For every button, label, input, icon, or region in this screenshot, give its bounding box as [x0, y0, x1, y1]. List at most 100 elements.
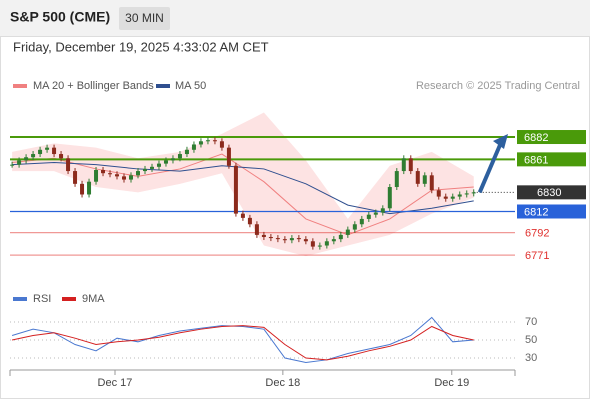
legend-swatch	[156, 84, 170, 88]
candle	[163, 160, 168, 164]
level-label: 6792	[525, 228, 549, 240]
candle	[233, 165, 238, 214]
candle	[66, 158, 71, 172]
candle	[457, 194, 462, 197]
candle	[345, 229, 350, 235]
candle	[191, 144, 196, 150]
candle	[135, 171, 140, 176]
candle	[422, 175, 427, 184]
candle	[394, 171, 399, 188]
candle	[338, 234, 343, 240]
legend-swatch	[62, 297, 76, 301]
ma20-line	[12, 153, 474, 236]
x-tick-label: Dec 18	[265, 377, 300, 389]
level-label: 6882	[524, 132, 548, 144]
candle	[275, 238, 280, 240]
candle	[10, 164, 15, 166]
candle	[108, 173, 113, 175]
candle	[352, 224, 357, 230]
candle	[219, 141, 224, 148]
candle	[17, 160, 22, 165]
candle	[289, 238, 294, 241]
candle	[387, 187, 392, 209]
legend-label: 9MA	[82, 293, 105, 305]
instrument-title: S&P 500 (CME)	[10, 9, 110, 25]
candle	[303, 239, 308, 242]
candle	[212, 140, 217, 142]
candle	[401, 158, 406, 172]
candle	[254, 224, 259, 235]
candle	[415, 171, 420, 184]
candle	[282, 239, 287, 241]
level-label: 6830	[537, 187, 561, 199]
interval-label[interactable]: 30 MIN	[125, 11, 164, 25]
candle	[101, 170, 106, 174]
x-tick-label: Dec 17	[98, 377, 133, 389]
candle	[45, 147, 50, 150]
rsi-line	[11, 325, 474, 361]
candle	[296, 238, 301, 240]
candle	[443, 196, 448, 199]
candle	[310, 241, 315, 247]
candle	[38, 149, 43, 155]
candle	[247, 217, 252, 225]
copyright: Research © 2025 Trading Central	[416, 80, 580, 92]
header-bar	[0, 0, 590, 36]
candle	[142, 168, 147, 172]
level-label: 6771	[525, 250, 549, 262]
candle	[240, 213, 245, 218]
candle	[184, 149, 189, 155]
level-box	[517, 204, 586, 219]
candle	[408, 158, 413, 172]
rsi-line	[11, 316, 474, 364]
arrow-head	[493, 134, 508, 150]
legend-swatch	[13, 84, 27, 88]
target-arrow	[477, 144, 502, 194]
candle	[261, 234, 266, 238]
level-label: 6812	[524, 206, 548, 218]
candle	[471, 192, 476, 194]
candle	[115, 174, 120, 177]
timestamp: Friday, December 19, 2025 4:33:02 AM CET	[13, 39, 269, 54]
candle	[268, 237, 273, 239]
interval-badge[interactable]	[119, 7, 170, 30]
candle	[80, 183, 85, 195]
candle	[380, 208, 385, 213]
candle	[331, 239, 336, 242]
candle	[73, 171, 78, 184]
candle	[156, 163, 161, 167]
candle	[450, 196, 455, 199]
candle	[359, 218, 364, 225]
candle	[94, 170, 99, 182]
candle	[366, 214, 371, 219]
candle	[149, 166, 154, 169]
candle	[198, 141, 203, 145]
level-box	[517, 185, 586, 200]
bollinger-band	[12, 112, 474, 257]
legend-swatch	[13, 297, 27, 301]
candle	[52, 147, 57, 155]
candle	[177, 154, 182, 159]
candle	[87, 181, 92, 195]
rsi-tick-label: 70	[525, 316, 537, 328]
candle	[170, 158, 175, 161]
candle	[226, 147, 231, 166]
rsi-tick-label: 30	[525, 352, 537, 364]
level-label: 6861	[524, 154, 548, 166]
legend-label: MA 20 + Bollinger Bands	[33, 80, 154, 92]
level-box	[517, 152, 586, 167]
candle	[31, 154, 36, 158]
candle	[122, 176, 127, 180]
rsi-tick-label: 50	[525, 334, 537, 346]
legend-label: RSI	[33, 293, 51, 305]
candle	[324, 241, 329, 246]
candle	[373, 212, 378, 215]
candle	[436, 190, 441, 197]
candle	[24, 157, 29, 161]
level-box	[517, 130, 586, 145]
candle	[59, 154, 64, 159]
x-tick-label: Dec 19	[434, 377, 469, 389]
candle	[464, 193, 469, 195]
